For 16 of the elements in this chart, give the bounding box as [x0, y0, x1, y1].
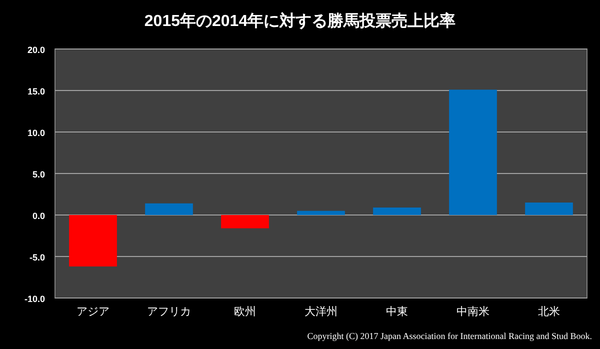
chart-title: 2015年の2014年に対する勝馬投票売上比率 [144, 11, 456, 30]
y-tick-label: -5.0 [29, 252, 45, 262]
text: Copyright (C) 2017 Japan Association for International Racing and Stud Book. [307, 331, 592, 341]
x-tick-label: アフリカ [147, 306, 191, 318]
y-tick-label: 15.0 [27, 86, 45, 96]
y-tick-label: 5.0 [32, 170, 45, 180]
x-tick-label: 北米 [538, 305, 560, 318]
x-tick-label: 大洋州 [304, 305, 338, 318]
x-tick-label: 中南米 [456, 305, 490, 318]
y-tick-label: 0.0 [32, 211, 45, 221]
y-tick-label: 10.0 [27, 128, 45, 138]
x-tick-label: アジア [76, 306, 110, 318]
x-tick-label: 中東 [386, 305, 408, 318]
y-tick-label: -10.0 [24, 294, 45, 304]
x-tick-label: 欧州 [234, 305, 256, 318]
y-tick-label: 20.0 [27, 45, 45, 55]
